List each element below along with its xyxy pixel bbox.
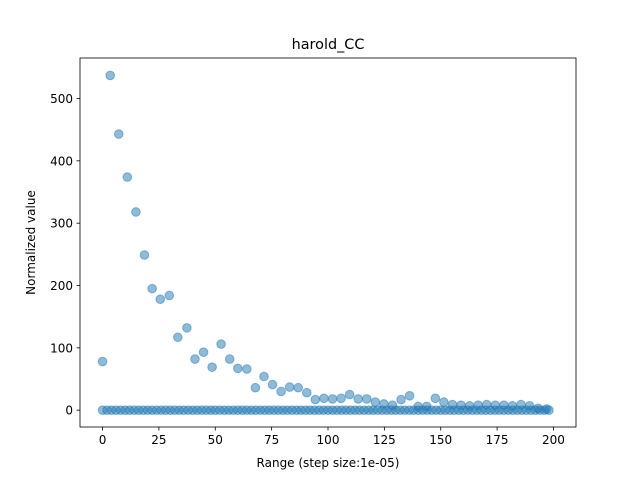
- y-tick-label: 200: [50, 279, 73, 293]
- data-point: [147, 283, 157, 294]
- data-point: [353, 394, 364, 404]
- data-point: [396, 394, 406, 405]
- data-point: [207, 362, 217, 372]
- data-point: [404, 391, 415, 401]
- data-point: [302, 387, 312, 398]
- y-tick-label: 300: [50, 217, 73, 231]
- data-points: [97, 70, 554, 415]
- data-point: [155, 294, 166, 305]
- x-tick-label: 0: [99, 433, 107, 447]
- data-point: [182, 323, 192, 333]
- data-point: [293, 382, 304, 393]
- data-point: [224, 354, 235, 364]
- data-point: [122, 172, 133, 182]
- x-tick-label: 200: [542, 433, 565, 447]
- data-point: [361, 394, 372, 404]
- y-tick-label: 0: [65, 404, 73, 418]
- data-point: [198, 347, 209, 358]
- x-tick-label: 100: [317, 433, 340, 447]
- x-tick-label: 25: [151, 433, 166, 447]
- data-point: [242, 364, 252, 374]
- data-point: [267, 379, 278, 390]
- data-point: [439, 397, 449, 407]
- y-tick-label: 500: [50, 92, 73, 106]
- x-tick-label: 75: [264, 433, 279, 447]
- data-point: [233, 363, 243, 374]
- data-point: [190, 354, 200, 364]
- y-axis-label: Normalized value: [24, 190, 38, 295]
- data-point: [327, 394, 338, 404]
- y-tick-label: 100: [50, 341, 73, 355]
- data-point: [105, 70, 116, 81]
- y-axis-ticks: 0 100 200 300 400 500: [50, 92, 80, 418]
- data-point: [276, 386, 286, 397]
- x-tick-label: 50: [208, 433, 223, 447]
- data-point: [173, 332, 183, 343]
- x-tick-label: 175: [486, 433, 509, 447]
- plot-frame: [79, 57, 577, 428]
- data-point: [344, 389, 355, 400]
- data-point: [250, 382, 261, 393]
- data-point: [164, 290, 175, 301]
- data-point: [131, 207, 141, 217]
- data-point: [336, 393, 346, 404]
- y-tick-label: 400: [50, 154, 73, 168]
- data-point: [216, 339, 226, 349]
- x-axis-ticks: 0 25 50 75 100 125 150 175 200: [99, 427, 565, 447]
- data-point: [319, 393, 329, 404]
- data-point: [113, 129, 124, 139]
- x-tick-label: 150: [429, 433, 452, 447]
- x-tick-label: 125: [373, 433, 396, 447]
- x-axis-label: Range (step size:1e-05): [257, 456, 400, 470]
- data-point: [544, 405, 554, 415]
- data-point: [97, 356, 108, 367]
- data-point: [370, 397, 381, 407]
- data-point: [284, 382, 295, 392]
- data-point: [430, 393, 441, 404]
- data-point: [259, 371, 269, 382]
- chart-title: harold_CC: [292, 37, 365, 53]
- data-point: [310, 394, 321, 405]
- data-point: [139, 250, 150, 260]
